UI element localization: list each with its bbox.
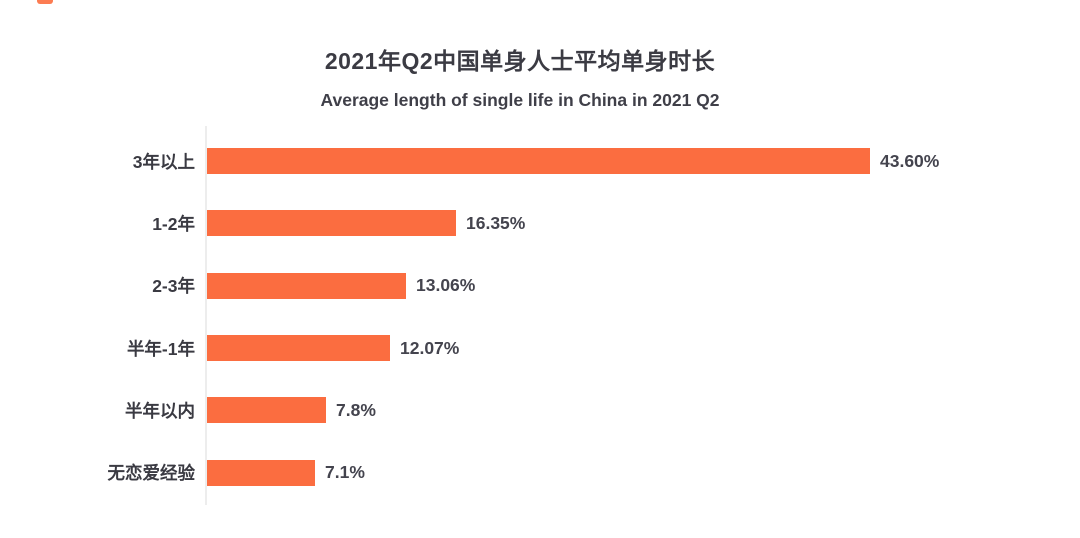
bar	[207, 459, 315, 486]
bar-track: 43.60%	[207, 148, 1080, 175]
value-label: 13.06%	[416, 275, 476, 296]
value-label: 43.60%	[880, 150, 940, 171]
bar-row: 3年以上 43.60%	[0, 130, 1080, 192]
category-label: 半年以内	[125, 400, 195, 421]
bar-track: 13.06%	[207, 272, 1080, 299]
chart-title: 2021年Q2中国单身人士平均单身时长	[324, 48, 716, 74]
value-label: 7.8%	[336, 399, 376, 420]
bar-row: 半年以内 7.8%	[0, 379, 1080, 441]
bar	[207, 397, 326, 424]
logo-mark	[37, 0, 53, 4]
category-label: 1-2年	[152, 213, 195, 234]
bar	[207, 148, 870, 175]
y-axis-line	[205, 126, 207, 505]
bar-row: 半年-1年 12.07%	[0, 317, 1080, 379]
bar-track: 7.1%	[207, 459, 1080, 486]
category-label: 半年-1年	[126, 338, 195, 359]
value-label: 12.07%	[400, 337, 460, 358]
bar-row: 2-3年 13.06%	[0, 255, 1080, 317]
value-label: 7.1%	[325, 462, 365, 483]
bar	[207, 210, 456, 237]
chart-subtitle: Average length of single life in China i…	[320, 90, 720, 110]
bar-track: 12.07%	[207, 335, 1080, 362]
category-label: 3年以上	[132, 151, 195, 172]
bar-track: 16.35%	[207, 210, 1080, 237]
bar-rows: 3年以上 43.60% 1-2年 16.35% 2-3年 13.06% 半年-1年 12.07…	[0, 130, 1080, 504]
bar	[207, 335, 390, 362]
chart-header: 2021年Q2中国单身人士平均单身时长 Average length of si…	[0, 42, 1040, 111]
bar-chart: 3年以上 43.60% 1-2年 16.35% 2-3年 13.06% 半年-1年 12.07…	[0, 126, 1080, 510]
bar-track: 7.8%	[207, 397, 1080, 424]
value-label: 16.35%	[466, 212, 526, 233]
bar-row: 无恋爱经验 7.1%	[0, 441, 1080, 503]
bar-row: 1-2年 16.35%	[0, 192, 1080, 254]
bar	[207, 272, 406, 299]
category-label: 无恋爱经验	[107, 463, 196, 484]
category-label: 2-3年	[152, 276, 195, 297]
